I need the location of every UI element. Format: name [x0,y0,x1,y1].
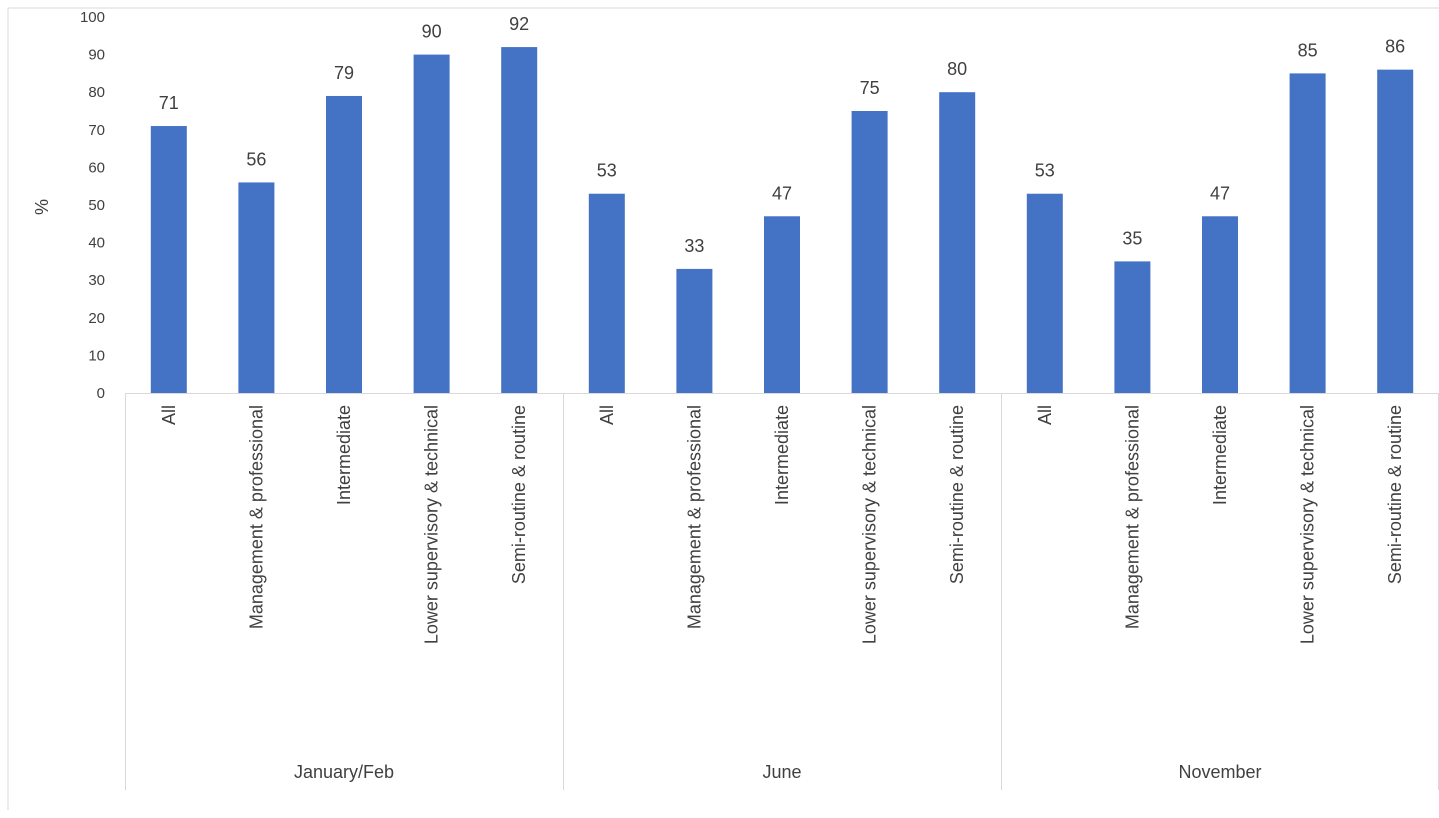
bar [588,193,625,393]
category-label: All [1035,405,1055,425]
category-label: All [597,405,617,425]
bar [413,54,450,393]
y-tick-label: 30 [88,272,105,289]
bars [150,47,1414,394]
bar [1202,216,1238,393]
data-label: 71 [159,93,179,113]
data-label: 86 [1385,37,1405,57]
bar [1377,69,1414,393]
data-label: 80 [947,59,967,79]
y-axis-ticks: 0 10 20 30 40 50 60 70 80 90 100 [80,9,105,402]
y-tick-label: 50 [88,197,105,214]
category-label: Semi-routine & routine [1385,405,1405,584]
bar [501,47,538,394]
data-label: 33 [684,236,704,256]
category-label: Management & professional [684,405,704,629]
category-label: Semi-routine & routine [947,405,967,584]
category-label: Intermediate [1210,405,1230,505]
bar [1026,193,1063,393]
bar [676,268,713,393]
y-tick-label: 90 [88,47,105,64]
y-tick-label: 0 [97,385,105,402]
bar [150,126,187,393]
bar [851,111,888,393]
data-label: 79 [334,63,354,83]
data-label: 35 [1122,228,1142,248]
group-label: June [762,762,801,782]
data-label: 53 [1035,161,1055,181]
bar [1289,73,1326,394]
category-label: Semi-routine & routine [509,405,529,584]
category-label: Intermediate [772,405,792,505]
y-tick-label: 10 [88,347,105,364]
category-label: Management & professional [246,405,266,629]
data-label: 75 [860,78,880,98]
y-tick-label: 70 [88,122,105,139]
bar [326,95,362,394]
data-label: 47 [772,183,792,203]
category-label: Intermediate [334,405,354,505]
data-label: 85 [1298,40,1318,60]
bar [1114,261,1151,393]
category-label: Lower supervisory & technical [860,405,880,644]
bar [939,92,976,393]
y-tick-label: 60 [88,159,105,176]
category-label: Lower supervisory & technical [1298,405,1318,644]
category-label: Lower supervisory & technical [422,405,442,644]
group-label: January/Feb [294,762,394,782]
y-tick-label: 80 [88,84,105,101]
group-label: November [1178,762,1261,782]
bar [238,182,275,393]
category-label: Management & professional [1122,405,1142,629]
y-tick-label: 100 [80,9,105,26]
data-label: 90 [422,22,442,42]
data-label: 47 [1210,183,1230,203]
bar [764,216,800,393]
category-label: All [159,405,179,425]
data-label: 53 [597,161,617,181]
group-labels: January/Feb June November [294,762,1262,782]
data-label: 92 [509,14,529,34]
category-labels: All Management & professional Intermediate… [159,405,1405,644]
data-labels: 71 56 79 90 92 53 33 47 75 80 53 35 47 85 86 [159,14,1405,256]
y-tick-label: 40 [88,235,105,252]
y-tick-label: 20 [88,310,105,327]
data-label: 56 [246,149,266,169]
y-axis-label: % [32,199,52,215]
